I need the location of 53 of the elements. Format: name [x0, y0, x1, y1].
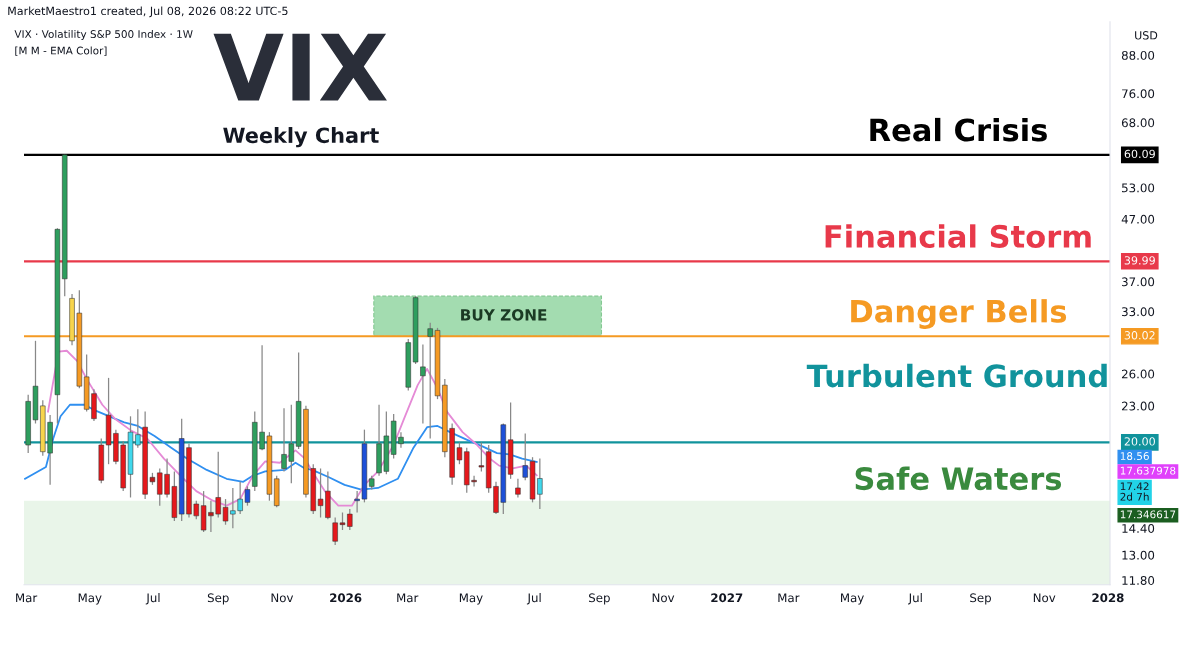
annotation: Safe Waters [855, 466, 1062, 491]
candlestick [515, 478, 521, 499]
y-tick-label: 13.00 [1122, 550, 1155, 560]
y-axis-title: USD [1135, 31, 1158, 40]
x-tick-label: May [459, 593, 483, 605]
x-tick-label: Sep [207, 593, 229, 605]
y-tick-label: 53.00 [1122, 183, 1155, 193]
x-tick-label: Sep [970, 593, 991, 605]
x-tick-label: Sep [589, 593, 610, 605]
text: 17.42 2d 7h [1120, 482, 1149, 501]
annotation: VIX · Volatility S&P 500 Index · 1W [14, 29, 193, 41]
x-tick-label: 2026 [330, 593, 362, 603]
x-tick-label: 2027 [711, 593, 743, 603]
y-tick-label: 76.00 [1122, 89, 1155, 99]
annotation: Real Crisis [870, 117, 1047, 142]
y-tick-label: 23.00 [1121, 401, 1155, 411]
text: MarketMaestro1 created, Jul 08, 2026 08:22 UTC-5 [8, 6, 288, 18]
x-tick-label: May [78, 593, 102, 605]
text: Weekly Chart [223, 127, 379, 148]
annotation: Danger Bells [851, 299, 1067, 329]
x-tick-label: Jul [908, 593, 922, 605]
x-tick-label: Jul [526, 593, 541, 605]
text: 18.56 [1120, 452, 1149, 460]
y-tick-label: 68.00 [1121, 118, 1155, 128]
x-tick-label: Jul [145, 593, 160, 605]
candlestick [478, 441, 485, 473]
x-tick-label: Mar [778, 593, 800, 603]
y-tick-label: 37.00 [1122, 277, 1155, 287]
y-tick-label: 14.40 [1122, 523, 1155, 533]
ref-line-label: 60.09 [1124, 149, 1155, 159]
y-tick-label: 11.80 [1122, 576, 1155, 585]
y-tick-label: 26.00 [1121, 369, 1155, 379]
x-tick-label: Nov [1033, 593, 1056, 603]
candlestick [420, 343, 426, 425]
band-label: BUY ZONE [461, 309, 547, 321]
y-tick-label: 47.00 [1121, 214, 1155, 224]
text: 17.637978 [1120, 466, 1176, 475]
annotation: Financial Storm [825, 224, 1091, 248]
x-tick-label: 2028 [1092, 593, 1124, 603]
y-tick-label: 88.00 [1121, 50, 1155, 60]
x-tick-label: May [841, 593, 864, 605]
x-tick-label: Nov [652, 593, 675, 603]
ref-line-label: 30.02 [1124, 331, 1155, 340]
ref-line-label: 20.00 [1124, 437, 1155, 446]
chart-title: VIX [213, 33, 387, 101]
y-tick-label: 33.00 [1122, 307, 1155, 317]
x-tick-label: Mar [16, 593, 38, 603]
text: 17.346617 [1120, 510, 1176, 519]
ref-line-label: 39.99 [1124, 256, 1155, 265]
annotation: [M M - EMA Color] [15, 46, 107, 56]
x-tick-label: Mar [397, 593, 419, 603]
annotation: Turbulent Ground [806, 363, 1107, 388]
x-tick-label: Nov [271, 593, 294, 603]
